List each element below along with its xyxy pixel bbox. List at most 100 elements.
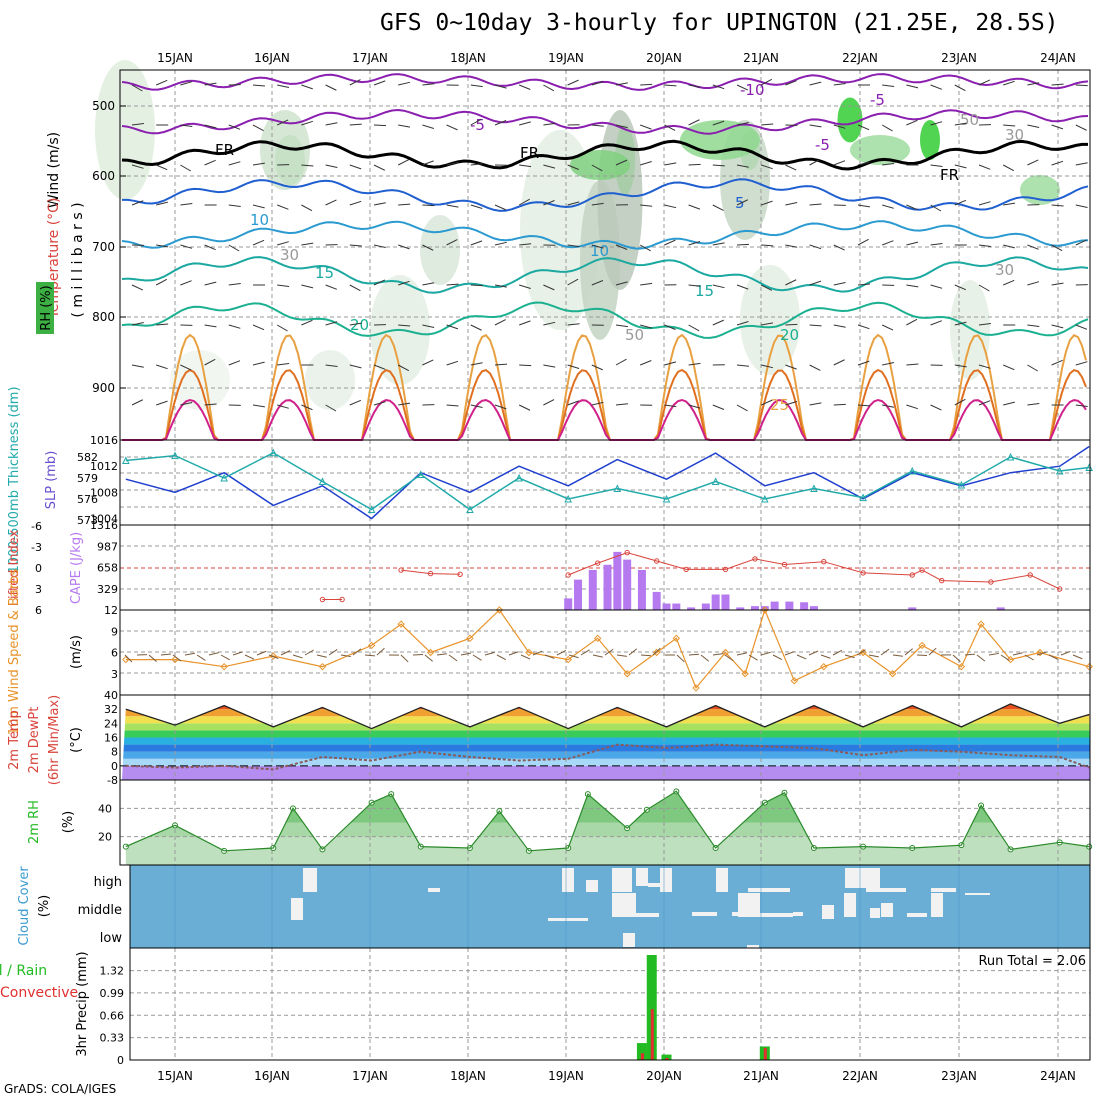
wind-barb [712, 242, 725, 246]
temp-band [120, 695, 1090, 702]
wind-barb [470, 404, 483, 408]
wind-barb [422, 204, 435, 207]
wind-barb [615, 403, 628, 406]
wind-barb [1003, 80, 1015, 86]
contour-label: 20 [780, 326, 799, 344]
wind-barb [519, 84, 531, 90]
date-label-top: 23JAN [941, 51, 977, 65]
pressure-tick: 800 [92, 310, 115, 324]
wind-barb [398, 203, 411, 206]
wind-barb [785, 364, 797, 370]
cloud-block [748, 888, 773, 892]
wind10-point [593, 634, 602, 643]
slp-axis-label: SLP (mb) [44, 451, 59, 510]
wind-barb [882, 163, 895, 166]
wind-barb [349, 284, 361, 292]
wind-barb [373, 364, 386, 370]
cape-bar [996, 607, 1005, 610]
wind-barb [301, 404, 313, 411]
wind-barb [252, 84, 265, 87]
wind-barb [591, 244, 604, 249]
wind10-point [672, 634, 681, 643]
wind-barb [567, 79, 579, 86]
wind-barb [494, 284, 507, 288]
wind-barb [809, 324, 822, 327]
wind10-barb [784, 651, 795, 656]
wind-barb [882, 240, 894, 246]
wind-barb [204, 244, 216, 251]
temp2m-tick: 0 [111, 760, 118, 773]
wind-barb [470, 204, 483, 209]
wind-barb [857, 204, 870, 208]
cape-bar [637, 569, 646, 610]
contour-label: -5 [870, 91, 885, 109]
cape-bar [701, 603, 710, 610]
wind-barb [615, 159, 628, 166]
wind-barb [470, 84, 483, 88]
chart-title: GFS 0~10day 3-hourly for UPINGTON (21.25… [380, 10, 1059, 36]
wind-barb [906, 404, 918, 410]
wind-barb [688, 404, 701, 409]
cloud-block [965, 893, 990, 895]
wind10-point [741, 670, 749, 678]
cloud-block [428, 888, 440, 892]
wind-barb [930, 204, 942, 212]
wind10-barb [340, 654, 351, 658]
wind-barb [301, 284, 314, 289]
wind-barb [833, 359, 845, 366]
wind-barb [688, 324, 700, 332]
pressure-tick: 700 [92, 240, 115, 254]
wind-barb [1027, 324, 1040, 327]
wind-barb [1051, 282, 1064, 286]
cloud-block [758, 913, 793, 917]
wind-barb [664, 84, 677, 87]
wind-barb [567, 244, 580, 248]
wind-barb [349, 200, 362, 206]
contour-label: 30 [995, 261, 1014, 279]
wind-barb [688, 84, 701, 88]
wind-barb [204, 358, 216, 366]
wind10-barb [232, 651, 243, 656]
wind10-barb [904, 648, 913, 656]
wind-barb [978, 244, 991, 247]
wind10-tick: 3 [111, 668, 118, 681]
wind10-barb [760, 651, 771, 656]
wind-barb [954, 164, 967, 169]
date-label-bottom: 16JAN [254, 1069, 290, 1083]
pressure-tick: 600 [92, 169, 115, 183]
contour-label: -5 [815, 136, 830, 154]
wind-barb [446, 204, 459, 208]
wind-barb [494, 241, 507, 246]
wind-barb [882, 204, 894, 209]
wind-barb [785, 164, 797, 171]
wind-barb [131, 284, 144, 291]
pressure-tick: 500 [92, 99, 115, 113]
wind10-barb [592, 654, 603, 658]
wind-barb [131, 364, 144, 368]
cloud-block [692, 912, 717, 916]
cape-bar [770, 601, 779, 610]
wind-barb [640, 360, 652, 366]
wind-barb [906, 119, 918, 126]
cape-tick: 1316 [90, 519, 118, 532]
wind10-point [1085, 662, 1093, 671]
wind-barb [519, 164, 532, 168]
contour-label: -10 [740, 81, 765, 99]
wind10-barb [748, 654, 758, 661]
credit-text: GrADS: COLA/IGES [4, 1082, 117, 1096]
wind-barb [373, 401, 386, 406]
precip-frame [129, 947, 1091, 1061]
contour-label: 30 [1005, 126, 1024, 144]
dewpt-axis-label: 2m DewPt [27, 707, 42, 774]
temp-band [122, 744, 1090, 752]
wind10-point [859, 648, 867, 657]
wind-barb [712, 284, 725, 289]
rh-legend-swatch [36, 282, 54, 334]
wind-barb [494, 404, 507, 410]
wind-barb [954, 199, 967, 206]
wind-barb [156, 201, 168, 206]
isotherm-5 [122, 178, 1089, 212]
cape-bar [721, 594, 730, 610]
wind-barb [591, 364, 603, 371]
wind-barb [1051, 160, 1064, 166]
